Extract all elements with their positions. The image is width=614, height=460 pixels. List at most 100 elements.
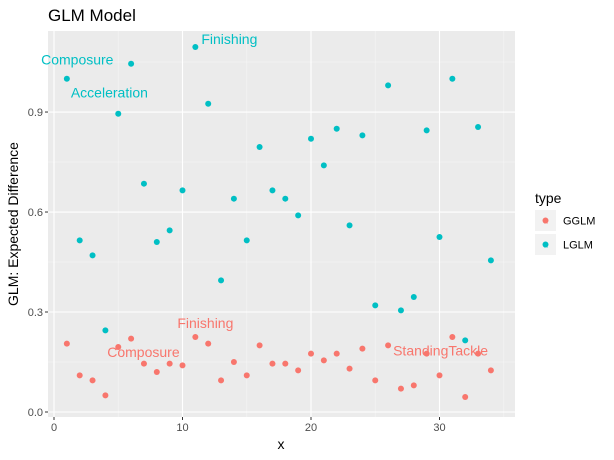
y-axis-title: GLM: Expected Difference	[5, 142, 21, 306]
point-gglm	[359, 345, 366, 352]
legend-title: type	[535, 190, 562, 206]
point-lglm	[436, 234, 443, 241]
point-lglm	[487, 257, 494, 264]
point-gglm	[179, 362, 186, 369]
point-gglm	[295, 367, 302, 374]
point-lglm	[192, 44, 199, 51]
x-axis-title: x	[278, 436, 285, 452]
point-gglm	[140, 360, 147, 367]
x-tick-label: 20	[305, 422, 317, 434]
axis-ticks	[45, 111, 440, 420]
point-gglm	[243, 372, 250, 379]
point-lglm	[63, 75, 70, 82]
point-gglm	[166, 360, 173, 367]
minor-gridlines	[48, 31, 515, 417]
point-lglm	[449, 75, 456, 82]
y-tick-label: 0.3	[28, 307, 43, 319]
point-lglm	[320, 162, 327, 169]
point-lglm	[333, 125, 340, 132]
point-gglm	[76, 372, 83, 379]
point-gglm	[346, 365, 353, 372]
annotation-label: Composure	[41, 52, 114, 68]
y-tick-label: 0.9	[28, 107, 43, 119]
point-annotations: Finishing Composure Acceleration Finishing C…	[41, 31, 488, 360]
x-tick-label: 10	[176, 422, 188, 434]
point-gglm	[385, 342, 392, 349]
x-tick-label: 30	[433, 422, 445, 434]
legend-label-gglm: GGLM	[563, 216, 595, 228]
point-lglm	[76, 237, 83, 244]
annotation-label: StandingTackle	[393, 342, 488, 358]
plot-panel	[48, 31, 515, 417]
annotation-label: Composure	[107, 344, 180, 360]
point-lglm	[205, 100, 212, 107]
point-lglm	[166, 227, 173, 234]
point-gglm	[256, 342, 263, 349]
legend-key-glyph: a	[543, 217, 548, 226]
point-lglm	[269, 187, 276, 194]
point-lglm	[179, 187, 186, 194]
point-gglm	[269, 360, 276, 367]
point-lglm	[423, 127, 430, 134]
point-gglm	[462, 394, 469, 401]
legend: type a GGLM a LGLM	[535, 190, 595, 255]
series-lglm	[63, 44, 494, 344]
point-lglm	[153, 239, 160, 246]
point-gglm	[423, 350, 430, 357]
point-gglm	[449, 334, 456, 341]
point-lglm	[462, 337, 469, 344]
point-gglm	[192, 334, 199, 341]
point-gglm	[89, 377, 96, 384]
chart-title: GLM Model	[48, 6, 136, 25]
legend-label-lglm: LGLM	[563, 240, 593, 252]
point-gglm	[320, 357, 327, 364]
point-lglm	[410, 294, 417, 301]
point-lglm	[475, 124, 482, 131]
point-lglm	[385, 82, 392, 89]
point-gglm	[436, 372, 443, 379]
x-tick-label: 0	[51, 422, 57, 434]
point-gglm	[372, 377, 379, 384]
point-lglm	[115, 110, 122, 117]
series-gglm	[63, 334, 494, 401]
point-lglm	[397, 307, 404, 314]
point-lglm	[218, 277, 225, 284]
legend-swatch-gglm	[542, 217, 549, 224]
point-gglm	[218, 377, 225, 384]
point-lglm	[359, 132, 366, 139]
point-lglm	[282, 195, 289, 202]
y-tick-label: 0.6	[28, 207, 43, 219]
data-points	[63, 44, 494, 401]
point-lglm	[308, 135, 314, 142]
point-lglm	[346, 222, 353, 229]
point-lglm	[128, 60, 135, 67]
point-lglm	[102, 327, 109, 334]
point-gglm	[410, 382, 417, 389]
point-lglm	[140, 180, 147, 187]
point-gglm	[333, 350, 340, 357]
point-gglm	[115, 344, 122, 351]
point-lglm	[89, 252, 96, 259]
point-lglm	[256, 144, 263, 151]
legend-swatch-lglm	[542, 241, 549, 248]
axis-tick-labels: 0 10 20 30 0.0 0.3 0.6 0.9	[28, 107, 446, 434]
point-lglm	[295, 212, 302, 219]
annotation-label: Finishing	[177, 315, 233, 331]
point-gglm	[102, 392, 109, 399]
point-gglm	[205, 340, 212, 347]
y-tick-label: 0.0	[28, 407, 43, 419]
legend-key-glyph: a	[543, 241, 548, 250]
point-lglm	[372, 302, 379, 309]
point-gglm	[63, 340, 70, 347]
point-lglm	[243, 237, 250, 244]
point-gglm	[397, 385, 404, 392]
point-gglm	[308, 350, 314, 357]
annotation-label: Acceleration	[71, 85, 148, 101]
point-lglm	[230, 195, 237, 202]
point-gglm	[128, 335, 135, 342]
point-gglm	[282, 360, 289, 367]
point-gglm	[487, 367, 494, 374]
annotation-label: Finishing	[201, 31, 257, 47]
point-gglm	[153, 369, 160, 376]
